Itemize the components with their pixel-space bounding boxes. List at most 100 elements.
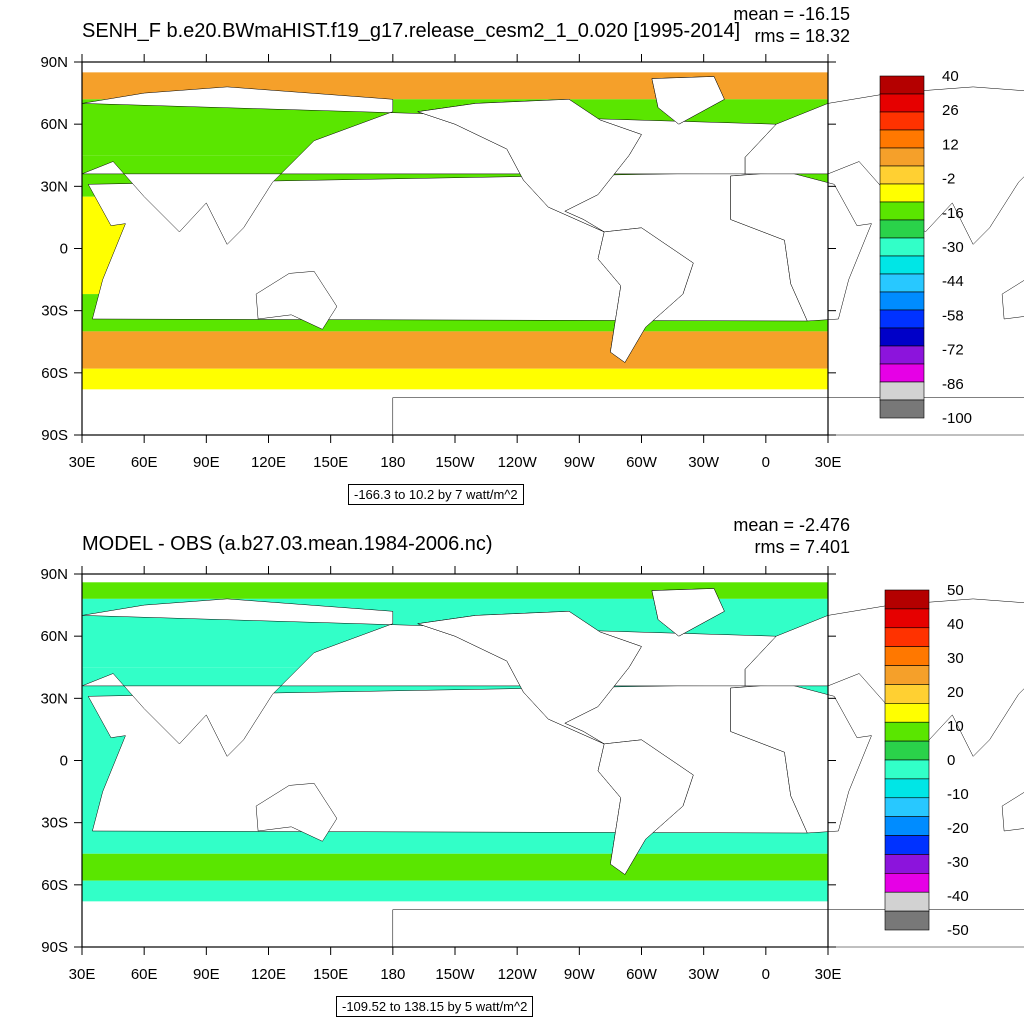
panel1-colorbar-swatch bbox=[879, 219, 925, 239]
panel1-x-tick-label: 60W bbox=[626, 454, 658, 471]
panel1-colorbar-swatch bbox=[879, 93, 925, 113]
panel1-colorbar-label: 26 bbox=[942, 102, 959, 119]
panel2-field-band bbox=[82, 582, 828, 599]
panel1-colorbar-swatch bbox=[879, 345, 925, 365]
panel2-colorbar-label: -30 bbox=[947, 854, 969, 871]
panel2-colorbar-swatch bbox=[884, 665, 930, 685]
panel1-land-africa bbox=[730, 171, 872, 322]
panel1-colorbar-swatch bbox=[879, 129, 925, 149]
panel1-y-tick-label: 90N bbox=[40, 54, 68, 71]
panel1-land-greenland bbox=[651, 76, 725, 125]
panel2-x-tick-label: 30E bbox=[815, 966, 842, 983]
panel2-colorbar-swatch bbox=[884, 854, 930, 874]
panel2-colorbar-swatch bbox=[884, 589, 930, 610]
panel1-colorbar-swatch bbox=[879, 255, 925, 275]
panel2-colorbar-swatch bbox=[884, 627, 930, 647]
panel1-land-australia bbox=[1001, 280, 1024, 320]
panel1-colorbar-label: -86 bbox=[942, 376, 964, 393]
panel1-y-tick-label: 30S bbox=[41, 303, 68, 320]
panel2-colorbar-swatch bbox=[884, 835, 930, 855]
panel1-x-tick-label: 90W bbox=[564, 454, 596, 471]
panel2-colorbar-swatch bbox=[884, 759, 930, 780]
panel2-colorbar-swatch bbox=[884, 684, 930, 704]
panel2-colorbar-label: -10 bbox=[947, 786, 969, 803]
panel2-colorbar-label: 50 bbox=[947, 582, 964, 599]
panel2-colorbar-label: 30 bbox=[947, 650, 964, 667]
panel2-land-australia bbox=[1001, 792, 1024, 832]
panel1-colorbar-label: -72 bbox=[942, 342, 964, 359]
panel2-x-tick-label: 90E bbox=[193, 966, 220, 983]
panel2-x-tick-label: 30W bbox=[688, 966, 720, 983]
panel2-colorbar-label: 20 bbox=[947, 684, 964, 701]
panel1-colorbar-swatch bbox=[879, 201, 925, 221]
panel2-colorbar-swatch bbox=[884, 816, 930, 836]
panel1-colorbar-label: 12 bbox=[942, 136, 959, 153]
panel1-field-band bbox=[82, 368, 828, 390]
panel2-x-tick-label: 120W bbox=[498, 966, 538, 983]
panel2-land-south-america bbox=[597, 739, 694, 875]
panel2-colorbar-swatch bbox=[884, 797, 930, 817]
panel1-colorbar-swatch bbox=[879, 327, 925, 347]
panel1-x-tick-label: 30E bbox=[69, 454, 96, 471]
panel2-y-tick-label: 90N bbox=[40, 566, 68, 583]
panel2-colorbar-swatch bbox=[884, 910, 930, 931]
panel2-x-tick-label: 150W bbox=[435, 966, 475, 983]
panel2-y-tick-label: 60S bbox=[41, 877, 68, 894]
panel1-colorbar-swatch bbox=[879, 363, 925, 383]
panel2-colorbar-swatch bbox=[884, 721, 930, 742]
panel2-colorbar-label: 10 bbox=[947, 718, 964, 735]
panel1-range-label: -166.3 to 10.2 by 7 watt/m^2 bbox=[348, 484, 524, 505]
panel1-field-band bbox=[82, 62, 828, 73]
panel2-colorbar-swatch bbox=[884, 646, 930, 666]
panel1-colorbar-label: -16 bbox=[942, 205, 964, 222]
panel1-y-tick-label: 60N bbox=[40, 116, 68, 133]
panel1-colorbar-label: -30 bbox=[942, 239, 964, 256]
panel2-land-antarctica bbox=[392, 909, 1024, 948]
panel2-field-band bbox=[82, 853, 828, 881]
panel1-land-south-america bbox=[597, 227, 694, 363]
panel1-x-tick-label: 0 bbox=[762, 454, 770, 471]
panel2-colorbar-swatch bbox=[884, 873, 930, 893]
panel2-colorbar-swatch bbox=[884, 608, 930, 629]
panel1-colorbar-swatch bbox=[879, 237, 925, 257]
panel2-x-tick-label: 60W bbox=[626, 966, 658, 983]
panel1-x-tick-label: 30E bbox=[815, 454, 842, 471]
panel2-mean: mean = -2.476 bbox=[733, 515, 850, 535]
panel2-field-band bbox=[82, 574, 828, 583]
panel2-colorbar-label: -40 bbox=[947, 888, 969, 905]
panel2-land-africa bbox=[730, 683, 872, 834]
panel2-range-label: -109.52 to 138.15 by 5 watt/m^2 bbox=[336, 996, 534, 1017]
panel1-land-north-america bbox=[417, 99, 642, 233]
panel2-title: MODEL - OBS (a.b27.03.mean.1984-2006.nc) bbox=[82, 533, 493, 555]
panel1-colorbar-swatch bbox=[879, 399, 925, 419]
panel1-y-tick-label: 0 bbox=[60, 241, 68, 258]
panel1-colorbar-swatch bbox=[879, 183, 925, 203]
panel1-colorbar-label: 40 bbox=[942, 68, 959, 85]
panel1-y-tick-label: 30N bbox=[40, 178, 68, 195]
panel1-colorbar-swatch bbox=[879, 75, 925, 95]
panel1-title: SENH_F b.e20.BWmaHIST.f19_g17.release_ce… bbox=[82, 20, 741, 42]
panel2-x-tick-label: 60E bbox=[131, 966, 158, 983]
panel1-x-tick-label: 180 bbox=[380, 454, 405, 471]
panel1-map bbox=[81, 62, 1024, 436]
panel1-x-tick-label: 120W bbox=[498, 454, 538, 471]
panel2-y-tick-label: 60N bbox=[40, 628, 68, 645]
panel1-mean: mean = -16.15 bbox=[733, 4, 850, 24]
panel1-x-tick-label: 60E bbox=[131, 454, 158, 471]
panel2-field-band bbox=[82, 880, 828, 902]
panel2-colorbar-label: 40 bbox=[947, 616, 964, 633]
panel2-x-tick-label: 180 bbox=[380, 966, 405, 983]
panel1-land-antarctica bbox=[392, 397, 1024, 436]
panel1-field-band bbox=[82, 331, 828, 369]
panel2-y-tick-label: 30S bbox=[41, 815, 68, 832]
panel1-colorbar-label: -58 bbox=[942, 307, 964, 324]
panel2-x-tick-label: 90W bbox=[564, 966, 596, 983]
panel2-land-australia bbox=[255, 783, 338, 842]
panel2-rms: rms = 7.401 bbox=[754, 537, 850, 557]
panel1-colorbar-label: -44 bbox=[942, 273, 964, 290]
panel1-colorbar-swatch bbox=[879, 165, 925, 185]
panel2-x-tick-label: 30E bbox=[69, 966, 96, 983]
panel1-x-tick-label: 120E bbox=[251, 454, 286, 471]
